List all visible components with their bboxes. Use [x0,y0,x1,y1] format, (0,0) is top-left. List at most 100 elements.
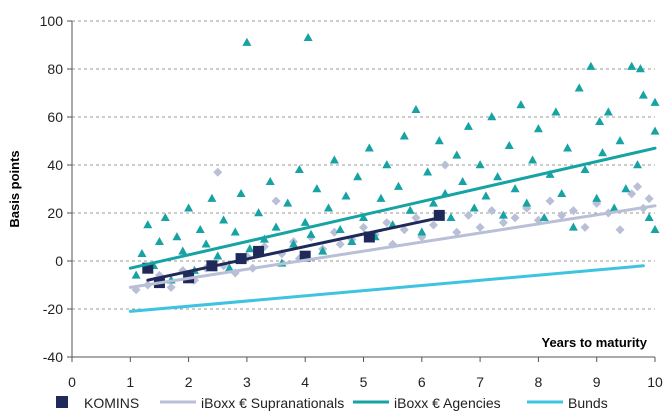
point-agencies [283,198,293,207]
point-agencies [428,198,438,207]
point-komins [299,250,311,262]
point-komins [235,253,247,265]
point-agencies [154,236,164,246]
point-supranationals [510,213,520,223]
point-agencies [353,172,363,181]
point-agencies [271,222,281,231]
point-agencies [568,222,578,231]
point-supranationals [335,239,345,249]
point-agencies [329,155,339,164]
point-agencies [580,164,590,174]
point-agencies [254,208,264,217]
point-agencies [533,124,543,133]
y-tick-labels: -40 -20 0 20 40 60 80 100 [40,13,64,365]
point-agencies [172,232,182,241]
point-supranationals [568,206,578,216]
point-komins [363,231,375,243]
point-agencies [224,263,234,272]
point-agencies [376,193,386,202]
point-agencies [574,83,584,92]
point-supranationals [498,218,508,228]
point-agencies [635,64,645,73]
point-komins [253,245,265,257]
point-agencies [201,239,211,248]
point-agencies [615,136,625,145]
point-komins [142,262,154,274]
point-agencies [627,61,637,70]
legend-label: Bunds [568,395,608,411]
point-agencies [143,220,153,229]
point-agencies [463,121,473,130]
point-agencies [481,191,491,200]
point-agencies [493,172,503,181]
y-tick-label: 20 [47,205,63,221]
point-agencies [609,203,619,212]
point-agencies [312,184,322,193]
point-supranationals [475,222,485,232]
point-agencies [242,37,252,46]
legend-label: iBoxx € Agencies [394,395,501,411]
point-agencies [650,126,660,135]
point-agencies [423,167,433,176]
y-axis-title: Basis points [7,150,22,227]
point-agencies [475,160,485,169]
legend-label: iBoxx € Supranationals [201,395,344,411]
point-agencies [621,184,631,193]
point-agencies [405,205,415,214]
point-agencies [160,212,170,222]
point-supranationals [382,218,392,228]
point-agencies [516,100,526,109]
point-agencies [393,181,403,190]
point-agencies [633,160,643,169]
point-agencies [434,136,444,145]
point-agencies [207,193,217,202]
point-agencies [452,150,462,159]
point-agencies [650,97,660,106]
point-agencies [341,191,351,200]
point-agencies [324,203,334,212]
point-supranationals [271,196,281,206]
x-tick-label: 5 [360,374,368,390]
point-agencies [458,176,468,186]
point-agencies [347,236,357,246]
point-agencies [598,148,608,157]
point-supranationals [487,206,497,216]
x-tick-label: 6 [418,374,426,390]
point-agencies [300,217,310,226]
point-agencies [306,229,316,238]
y-tick-label: 80 [47,61,63,77]
x-tick-label: 10 [647,374,663,390]
point-agencies [504,140,514,150]
trend-line-komins [146,216,441,282]
x-tick-label: 1 [126,374,134,390]
point-agencies [230,227,240,236]
point-agencies [528,155,538,164]
point-agencies [131,270,141,279]
point-agencies [595,116,605,126]
point-supranationals [359,222,368,232]
point-supranationals [428,220,438,230]
point-agencies [195,224,205,234]
point-agencies [545,169,555,178]
x-tick-labels: 0 1 2 3 4 5 6 7 8 9 10 [68,374,663,390]
point-agencies [213,251,223,260]
point-agencies [487,112,497,121]
point-supranationals [399,225,409,235]
legend: KOMINS iBoxx € Supranationals iBoxx € Agen… [56,395,608,411]
point-agencies [399,131,409,140]
point-agencies [586,61,596,70]
x-tick-label: 0 [68,374,76,390]
point-supranationals [440,160,450,170]
point-agencies [638,90,648,99]
x-tick-label: 3 [243,374,251,390]
point-agencies [522,198,532,207]
point-agencies [335,224,345,234]
point-agencies [303,32,313,42]
point-agencies [644,212,654,222]
point-agencies [359,212,368,222]
point-supranationals [615,225,625,235]
point-agencies [469,203,479,212]
legend-marker-komins [56,396,68,408]
point-agencies [539,212,549,222]
